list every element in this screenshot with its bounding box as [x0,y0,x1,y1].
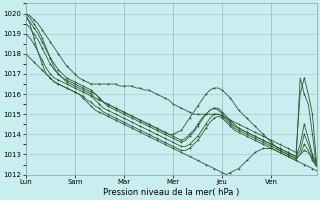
X-axis label: Pression niveau de la mer( hPa ): Pression niveau de la mer( hPa ) [103,188,239,197]
